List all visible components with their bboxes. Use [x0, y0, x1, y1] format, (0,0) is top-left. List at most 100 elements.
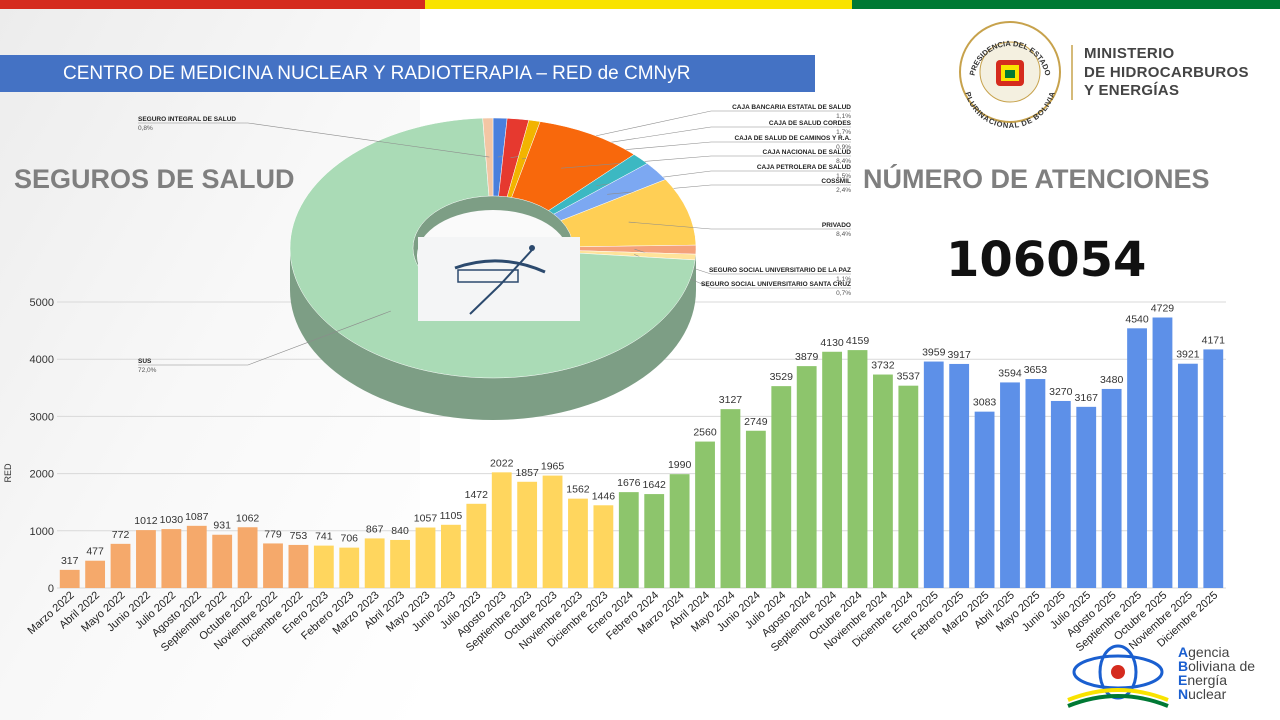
bar: [618, 492, 639, 588]
bar: [745, 430, 766, 588]
bar: [288, 544, 309, 588]
agency-stripe: [1067, 688, 1169, 702]
slice-value-label: 1,7%: [836, 129, 851, 136]
value-label: 3959: [922, 347, 946, 359]
value-label: 1446: [592, 490, 616, 502]
value-label: 3480: [1100, 374, 1124, 386]
value-label: 706: [340, 533, 358, 545]
bar: [85, 560, 106, 588]
ministry-line: MINISTERIO: [1084, 45, 1175, 62]
leader-line: [138, 122, 490, 158]
value-label: 1990: [668, 459, 692, 471]
y-tick-label: 0: [48, 583, 54, 595]
bar: [1050, 400, 1071, 588]
bar: [974, 411, 995, 588]
slice-label: CAJA DE SALUD DE CAMINOS Y R.A.: [734, 135, 851, 142]
bar: [212, 534, 233, 588]
value-label: 840: [391, 525, 409, 537]
bar: [59, 569, 80, 588]
bar: [339, 547, 360, 588]
bar: [644, 494, 665, 588]
value-label: 3594: [998, 367, 1022, 379]
seal: PRESIDENCIA DEL ESTADO PLURINACIONAL DE …: [959, 21, 1061, 130]
banner: CENTRO DE MEDICINA NUCLEAR Y RADIOTERAPI…: [0, 55, 815, 92]
bar: [415, 527, 436, 588]
bar: [695, 441, 715, 588]
value-label: 4729: [1151, 303, 1175, 315]
y-tick-label: 3000: [30, 411, 54, 423]
bar: [771, 386, 792, 588]
bar: [1127, 328, 1147, 588]
bar: [1000, 382, 1020, 588]
y-tick-label: 5000: [30, 297, 54, 309]
center-logo-roof: [454, 259, 546, 274]
value-label: 4130: [820, 337, 844, 349]
value-label: 2749: [744, 416, 768, 428]
value-label: 477: [86, 546, 104, 558]
value-label: 3653: [1024, 364, 1048, 376]
bar: [542, 475, 563, 588]
slice-value-label: 1,1%: [836, 276, 851, 283]
bar: [110, 543, 131, 588]
value-label: 931: [213, 520, 231, 532]
bar: [237, 527, 258, 588]
y-tick-label: 1000: [30, 526, 54, 538]
right-heading: NÚMERO DE ATENCIONES: [863, 164, 1210, 194]
left-heading: SEGUROS DE SALUD: [14, 164, 295, 194]
bar: [873, 374, 893, 588]
value-label: 1105: [440, 510, 463, 522]
ministry-line: DE HIDROCARBUROS: [1084, 64, 1249, 81]
bar: [161, 529, 182, 588]
value-label: 1012: [134, 515, 158, 527]
bar: [313, 545, 334, 588]
value-label: 1965: [541, 461, 565, 473]
value-label: 1087: [185, 511, 209, 523]
value-label: 3083: [973, 397, 997, 409]
bar: [568, 498, 588, 588]
agency-core: [1111, 665, 1125, 679]
total-count: 106054: [946, 232, 1147, 288]
slice-label: SEGURO INTEGRAL DE SALUD: [138, 116, 236, 123]
slice-label: CAJA DE SALUD CORDES: [769, 120, 852, 127]
bar: [898, 385, 919, 588]
value-label: 1676: [617, 477, 641, 489]
bar: [186, 525, 207, 588]
slice-label: CAJA BANCARIA ESTATAL DE SALUD: [732, 104, 851, 111]
bar: [1177, 363, 1198, 588]
y-axis-label: RED: [3, 463, 13, 483]
bar: [1203, 349, 1224, 588]
value-label: 867: [366, 523, 384, 535]
bar: [949, 363, 970, 588]
value-label: 1472: [465, 489, 489, 501]
value-label: 3270: [1049, 386, 1073, 398]
agency-line: Boliviana de: [1178, 658, 1256, 674]
slice-value-label: 8,4%: [836, 231, 851, 238]
value-label: 1057: [414, 513, 438, 525]
agency-line: Nuclear: [1178, 686, 1227, 702]
value-label: 741: [315, 531, 333, 543]
bar: [1152, 317, 1173, 588]
value-label: 3921: [1176, 349, 1200, 361]
slice-value-label: 72,0%: [138, 367, 157, 374]
bar: [136, 530, 156, 588]
center-logo-dot: [529, 245, 535, 251]
slice-value-label: 0,9%: [836, 144, 851, 151]
agency-stripe: [1067, 694, 1169, 708]
center-logo-box: [418, 237, 580, 321]
slice-label: CAJA PETROLERA DE SALUD: [757, 164, 851, 171]
value-label: 3537: [897, 371, 921, 383]
value-label: 1857: [515, 467, 539, 479]
value-label: 2022: [490, 457, 514, 469]
agency-line: Energía: [1178, 672, 1228, 688]
bar: [466, 503, 487, 588]
bar: [390, 539, 410, 588]
value-label: 2560: [693, 427, 717, 439]
bar: [1025, 379, 1046, 588]
leader-line: [560, 155, 851, 169]
slice-value-label: 1,1%: [836, 113, 851, 120]
value-label: 3879: [795, 351, 819, 363]
bar: [263, 543, 283, 588]
